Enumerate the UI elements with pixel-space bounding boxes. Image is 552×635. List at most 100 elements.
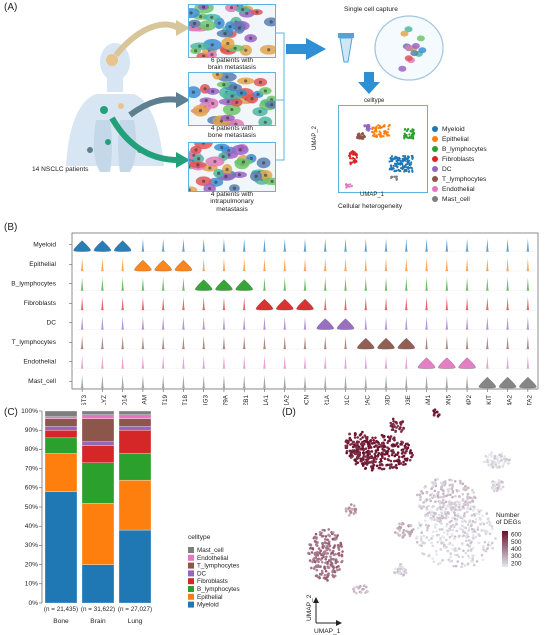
deg-umap-point [348, 454, 352, 458]
violin-B_lymphocytes-PECAM1 [425, 277, 428, 291]
violin-DC-KRT19 [161, 316, 165, 330]
cell-nucleus [192, 21, 197, 26]
umap-x-arrowhead [336, 620, 342, 626]
deg-umap-point [368, 442, 371, 446]
violin-Fibroblasts-CD3E [404, 296, 408, 311]
legend-item: Mast_cell [432, 194, 487, 204]
umap-point [350, 150, 353, 153]
deg-umap-point [447, 512, 450, 515]
deg-umap-point [376, 440, 380, 444]
legend-label: Myeloid [197, 602, 219, 609]
umap-point [365, 124, 369, 127]
deg-umap-point [359, 437, 362, 441]
deg-umap-point [390, 428, 394, 432]
deg-umap-point [450, 516, 454, 520]
violin-T_lymphocytes-PECAM1 [425, 335, 428, 350]
deg-umap-point [462, 549, 465, 553]
cell-nucleus [258, 80, 262, 84]
deg-umap-point [482, 545, 485, 549]
legend-swatch [432, 146, 438, 152]
y-tick-label: 30% [25, 542, 38, 549]
deg-umap-point [374, 449, 378, 452]
deg-umap-point [344, 440, 348, 443]
deg-umap-point [448, 528, 452, 532]
violin-Mast_cell-CD3E [404, 374, 408, 389]
deg-umap-point [326, 579, 329, 582]
bar-Lung-Fibroblasts [118, 430, 152, 454]
violin-T_lymphocytes-CD3E [397, 337, 415, 350]
deg-umap-point [392, 451, 396, 454]
violin-Fibroblasts-IGHG3 [202, 296, 206, 311]
cell-nucleus [264, 173, 268, 177]
legend-swatch [432, 186, 438, 192]
deg-umap-point [471, 536, 475, 540]
violin-Epithelial-FCER1A [323, 257, 327, 272]
gene-label: MS4A2 [506, 395, 513, 405]
deg-umap-point [372, 441, 376, 445]
deg-umap-point [324, 557, 328, 561]
deg-umap-point [466, 503, 470, 507]
cell-nucleus [217, 21, 221, 25]
deg-umap-point [441, 559, 444, 562]
umap-celltype-plot [344, 123, 416, 189]
deg-umap-point [419, 498, 422, 501]
deg-umap-point [381, 454, 384, 458]
violin-B_lymphocytes-GATA2 [526, 277, 530, 291]
violin-Epithelial-CD79A [222, 257, 226, 272]
violin-Myeloid-EPCAM [141, 238, 145, 252]
deg-umap-point [336, 568, 339, 572]
deg-umap-point [434, 549, 438, 553]
deg-umap-point [439, 495, 443, 499]
captured-cell [411, 42, 420, 49]
cell-nucleus [239, 91, 244, 95]
tissue-cell [262, 177, 275, 186]
cell-nucleus [237, 26, 241, 30]
deg-umap-point [427, 524, 431, 527]
umap-point [357, 137, 360, 140]
deg-umap-point [326, 560, 329, 564]
violin-Endothelial-GATA2 [526, 355, 530, 369]
deg-umap-point [468, 519, 472, 522]
brain-tissue-cells [189, 5, 275, 57]
cell-nucleus [210, 43, 214, 47]
violin-Fibroblasts-PECAM1 [425, 296, 428, 311]
deg-umap-point [403, 444, 407, 448]
legend-item: Endothelial [432, 184, 487, 194]
colorbar-tick-label: 200 [511, 560, 522, 567]
deg-umap-point [323, 541, 327, 544]
bar-Bone-Endothelial [44, 416, 78, 419]
violin-Fibroblasts-MZB1 [242, 296, 246, 311]
deg-umap-point [471, 497, 474, 500]
deg-umap-point [316, 575, 320, 579]
violin-Endothelial-CD1C [344, 355, 347, 369]
deg-umap-point [321, 534, 325, 538]
legend-title: celltype [188, 534, 211, 541]
deg-umap-point [391, 466, 395, 469]
bar-Brain-DC [81, 441, 115, 446]
violin-Myeloid-CD1C [344, 238, 347, 252]
cell-nucleus [199, 15, 203, 19]
violin-B_lymphocytes-RAMP2 [465, 277, 469, 291]
violin-B_lymphocytes-CD14 [121, 277, 125, 291]
deg-umap-point [490, 454, 493, 458]
violin-Fibroblasts-COL1A1 [255, 298, 274, 311]
deg-umap-point [337, 565, 340, 568]
violin-T_lymphocytes-KRT19 [161, 335, 165, 350]
captured-cell [418, 47, 427, 54]
deg-umap-point [468, 501, 472, 504]
bar-Lung-Mast_cell [118, 410, 152, 415]
deg-umap-point [315, 568, 319, 572]
deg-umap-point [497, 483, 500, 487]
cell-nucleus [210, 15, 214, 19]
deg-umap-point [394, 567, 397, 571]
deg-umap-point [321, 528, 324, 532]
deg-umap-point [360, 447, 364, 451]
violin-DC-MS4A2 [506, 316, 509, 330]
umap-point [384, 129, 387, 133]
deg-umap-point [311, 547, 315, 551]
capture-label: Single cell capture [344, 6, 398, 13]
deg-umap-point [480, 529, 483, 532]
deg-umap-point [324, 561, 327, 565]
umap-point [371, 127, 374, 131]
deg-umap-point [497, 462, 500, 465]
